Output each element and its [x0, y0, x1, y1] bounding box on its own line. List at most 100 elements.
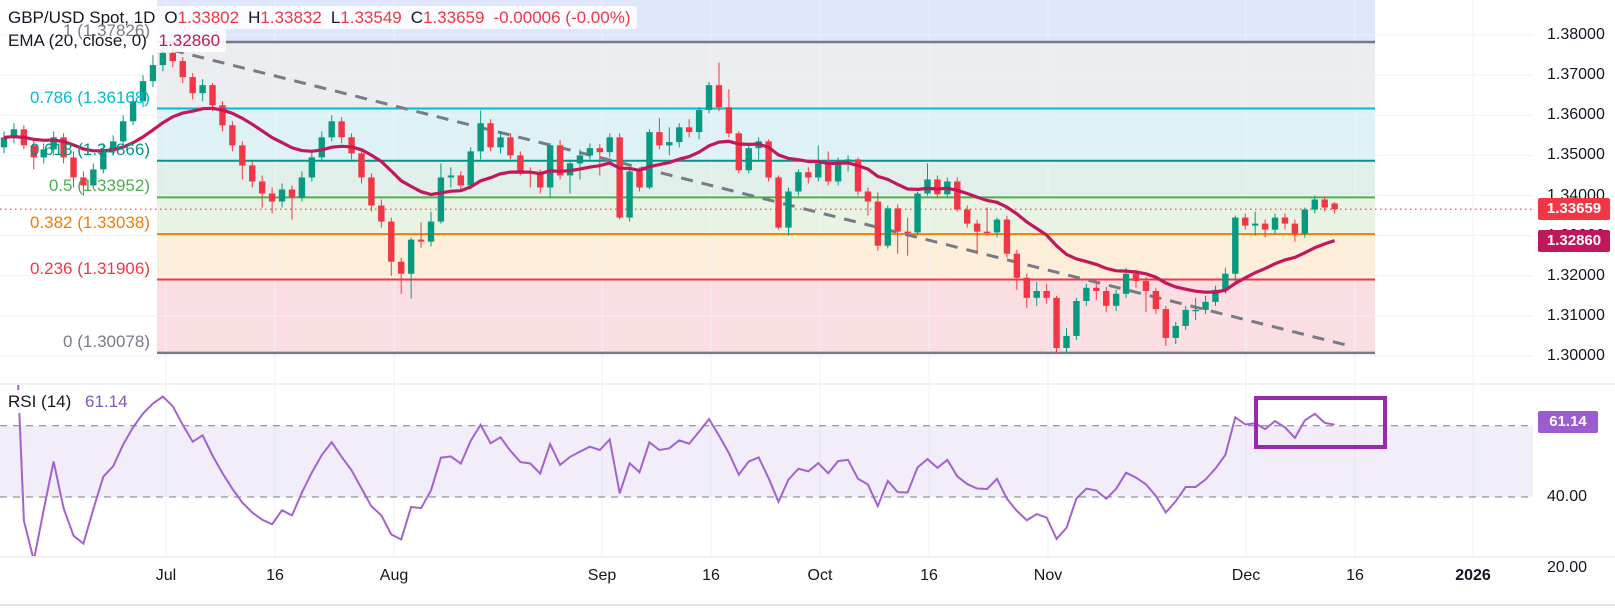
symbol-title[interactable]: GBP/USD Spot, 1D: [8, 8, 156, 27]
candle-body: [874, 201, 882, 246]
candle-body: [1182, 309, 1189, 326]
candle-body: [656, 132, 663, 146]
time-axis-label-dec[interactable]: Dec: [1231, 567, 1261, 584]
ema-line[interactable]: [3, 106, 1336, 294]
candle-body: [1142, 280, 1150, 291]
price-axis-label: 1.31000: [1547, 306, 1605, 324]
time-axis-label-aug[interactable]: Aug: [379, 567, 409, 584]
candle-body: [1083, 287, 1090, 302]
candle-body: [666, 142, 673, 146]
fib-label: 0 (1.30078): [63, 331, 150, 351]
candle-body: [1261, 223, 1269, 230]
candle-body: [735, 133, 743, 171]
candle-body: [596, 148, 603, 153]
candle-body: [328, 121, 335, 138]
candle-body: [268, 193, 276, 202]
candle-body: [924, 179, 931, 194]
candle-body: [1212, 289, 1219, 302]
ema-legend[interactable]: EMA (20, close, 0) 1.32860: [6, 29, 227, 52]
time-axis-label-16[interactable]: 16: [702, 567, 720, 584]
candle-body: [1301, 209, 1309, 234]
candle-body: [407, 239, 415, 274]
candle-body: [139, 81, 147, 102]
candle-body: [110, 141, 117, 150]
main-legend[interactable]: GBP/USD Spot, 1D O1.33802 H1.33832 L1.33549…: [6, 6, 637, 29]
ema-label[interactable]: EMA (20, close, 0): [8, 31, 147, 50]
rsi-legend[interactable]: RSI (14) 61.14: [6, 390, 134, 413]
candle-body: [834, 161, 842, 182]
candle-body: [1242, 217, 1249, 226]
candle-body: [805, 172, 812, 178]
ohlc-value: 1.33549: [340, 8, 402, 27]
candle-body: [546, 145, 554, 188]
rsi-label[interactable]: RSI (14): [8, 392, 72, 411]
candle-body: [100, 149, 107, 170]
candle-body: [10, 129, 18, 138]
candle-body: [1222, 273, 1229, 290]
candle-body: [1063, 335, 1070, 348]
candle-body: [1103, 290, 1110, 306]
candle-body: [169, 53, 177, 62]
candle-body: [467, 151, 474, 186]
candle-body: [60, 137, 67, 158]
candle-body: [884, 208, 891, 246]
candle-body: [616, 137, 623, 218]
candle-body: [447, 175, 455, 178]
candle-body: [427, 221, 435, 242]
candle-body: [258, 181, 266, 194]
candle-body: [1003, 219, 1011, 254]
candle-body: [606, 137, 613, 153]
candle-body: [775, 177, 782, 228]
candle-body: [993, 219, 1001, 233]
candle-body: [1053, 297, 1060, 348]
candle-body: [358, 153, 365, 178]
candle-body: [914, 193, 921, 233]
rsi-value-badge: 61.14: [1538, 410, 1598, 433]
rsi-value: 61.14: [85, 392, 128, 411]
candle-body: [229, 125, 236, 146]
rsi-highlight-box[interactable]: [1254, 396, 1387, 449]
rsi-line[interactable]: [14, 283, 1335, 560]
time-axis-label-oct[interactable]: Oct: [807, 567, 833, 584]
ema-value: 1.32860: [158, 31, 221, 50]
candle-body: [129, 101, 137, 122]
candle-body: [278, 189, 286, 202]
candle-body: [457, 175, 464, 186]
candle-body: [1073, 301, 1080, 336]
ohlc-key: H: [248, 8, 261, 27]
time-axis-label-16[interactable]: 16: [266, 567, 284, 584]
candle-body: [417, 239, 425, 242]
fib-label: 1 (1.37826): [63, 20, 150, 40]
candle-body: [288, 189, 296, 198]
candle-body: [219, 105, 226, 126]
candle-body: [1172, 325, 1179, 338]
price-axis-label: 1.30000: [1547, 347, 1605, 364]
candle-body: [0, 137, 8, 148]
time-axis-label-2026[interactable]: 2026: [1455, 567, 1491, 584]
time-axis-label-sep[interactable]: Sep: [587, 567, 617, 584]
candle-body: [765, 141, 772, 178]
fib-label: 0.618 (1.34866): [29, 139, 150, 159]
last-price-badge: 1.33659: [1538, 198, 1610, 221]
candle-body: [576, 155, 584, 164]
candle-body: [1232, 217, 1239, 274]
candle-body: [388, 221, 395, 262]
price-axis-label: 1.38000: [1547, 26, 1605, 43]
rsi-band-shade: [0, 425, 1533, 497]
candle-body: [676, 127, 683, 143]
candle-body: [785, 191, 792, 228]
candle-body: [90, 169, 97, 186]
time-axis-label-16[interactable]: 16: [1346, 567, 1364, 584]
time-axis-label-16[interactable]: 16: [920, 567, 938, 584]
candle-body: [715, 85, 723, 108]
candle-body: [815, 163, 822, 178]
candle-body: [1033, 290, 1040, 298]
ohlc-value: 1.33659: [423, 8, 485, 27]
ema-price-badge: 1.32860: [1538, 230, 1610, 253]
time-axis-label-jul[interactable]: Jul: [155, 567, 177, 584]
fib-label: 0.786 (1.36168): [29, 87, 150, 107]
candle-body: [864, 191, 872, 202]
time-axis-label-nov[interactable]: Nov: [1033, 567, 1063, 584]
